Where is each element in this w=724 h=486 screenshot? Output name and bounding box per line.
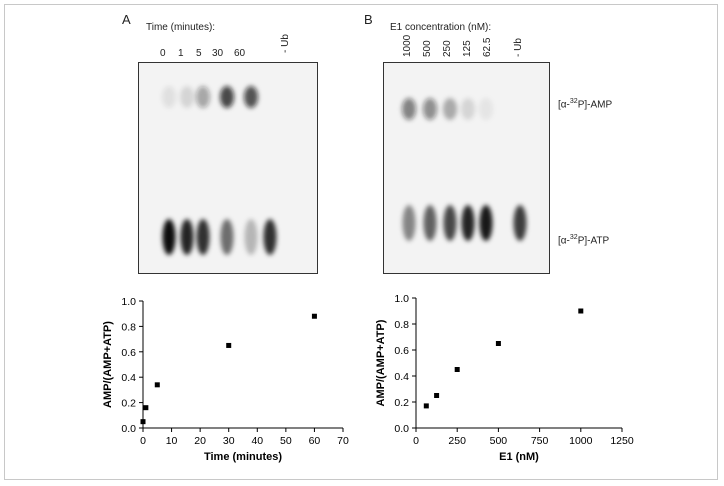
band-label-amp-sup: 32 — [569, 98, 578, 105]
y-tick-label: 0.2 — [394, 397, 409, 409]
panel-a-letter: A — [122, 12, 131, 27]
gel-a-amp-band — [244, 86, 258, 108]
gel-a-amp-band — [180, 86, 194, 108]
gel-a-atp-band — [162, 219, 176, 255]
panel-b-letter: B — [364, 12, 373, 27]
y-tick-label: 0.6 — [121, 347, 136, 359]
lane-label-a-5: 60 — [234, 48, 246, 59]
gel-b-atp-band — [443, 205, 457, 241]
gel-a-atp-band — [220, 219, 234, 255]
band-label-amp-pre: [α- — [558, 99, 570, 111]
x-tick-label: 10 — [166, 435, 178, 447]
y-tick-label: 0.6 — [394, 345, 409, 357]
y-tick-label: 0.8 — [121, 321, 136, 333]
gel-b-amp-band — [461, 98, 475, 120]
gel-a-image — [162, 86, 277, 255]
lane-label-a-1: 0 — [160, 48, 166, 59]
data-point — [154, 382, 160, 388]
data-point — [143, 405, 149, 411]
band-label-atp-pre: [α- — [558, 235, 570, 247]
lane-label-a-4: 30 — [212, 48, 224, 59]
gel-a-atp-band — [263, 219, 277, 255]
gel-b-amp-band — [423, 98, 437, 120]
data-point — [454, 367, 460, 372]
data-point — [434, 393, 440, 398]
x-tick-label: 1000 — [569, 435, 593, 447]
gel-b-atp-band — [479, 205, 493, 241]
x-tick-label: 0 — [140, 435, 146, 447]
gel-b-atp-band — [402, 205, 416, 241]
x-tick-label: 500 — [490, 435, 508, 447]
band-label-atp-sup: 32 — [569, 234, 578, 241]
gel-a — [138, 62, 318, 274]
x-axis-label: E1 (nM) — [499, 451, 539, 463]
gel-a-atp-band — [180, 219, 194, 255]
x-tick-label: 60 — [309, 435, 321, 447]
gel-a-atp-band — [196, 219, 210, 255]
x-tick-label: 250 — [448, 435, 466, 447]
x-tick-label: 750 — [531, 435, 549, 447]
gel-b-atp-band — [461, 205, 475, 241]
data-point — [140, 419, 146, 425]
y-tick-label: 0.4 — [121, 372, 136, 384]
y-tick-label: 0.4 — [394, 371, 409, 383]
x-tick-label: 20 — [194, 435, 206, 447]
x-tick-label: 30 — [223, 435, 235, 447]
gel-a-amp-band — [196, 86, 210, 108]
gel-b-amp-band — [443, 98, 457, 120]
data-point — [423, 403, 429, 409]
data-point — [578, 308, 584, 314]
x-tick-label: 70 — [337, 435, 349, 447]
lane-label-a-3: 5 — [196, 48, 202, 59]
band-label-amp-post: P]-AMP — [577, 99, 613, 111]
y-tick-label: 0.8 — [394, 319, 409, 331]
gel-b-atp-band — [423, 205, 437, 241]
plot-1: 0 10 20 30 40 50 60 70 0.0 0.2 0.4 0.6 0.8 1.0 Time (m… — [102, 296, 349, 463]
data-point — [226, 342, 232, 348]
gel-a-atp-band — [244, 219, 258, 255]
y-tick-label: 0.2 — [121, 398, 136, 410]
x-tick-label: 50 — [280, 435, 292, 447]
gel-b-amp-band — [479, 98, 493, 120]
y-tick-label: 0.0 — [121, 423, 136, 435]
band-label-atp: [α-32P]-ATP — [558, 234, 609, 246]
data-point — [495, 341, 501, 346]
panel-b-header: E1 concentration (nM): — [390, 22, 492, 33]
y-tick-label: 0.0 — [394, 423, 409, 435]
band-label-atp-post: P]-ATP — [577, 235, 610, 247]
y-tick-label: 1.0 — [394, 293, 409, 305]
data-point — [311, 313, 317, 319]
y-axis-label: AMP/(AMP+ATP) — [102, 321, 114, 408]
band-label-amp: [α-32P]-AMP — [558, 98, 612, 110]
gel-b — [383, 62, 550, 274]
gel-b-amp-band — [402, 98, 416, 120]
y-tick-label: 1.0 — [121, 296, 136, 308]
panel-a-header: Time (minutes): — [146, 22, 216, 33]
gel-a-amp-band — [162, 86, 176, 108]
x-axis-label: Time (minutes) — [204, 451, 282, 463]
figure-frame — [4, 4, 718, 480]
x-tick-label: 1250 — [610, 435, 634, 447]
plot-2: 0 250 500 750 1000 1250 0.0 0.2 0.4 0.6 0.8 1.0 E1 (… — [375, 293, 634, 463]
lane-label-a-2: 1 — [178, 48, 184, 59]
x-tick-label: 0 — [413, 435, 419, 447]
y-axis-label: AMP/(AMP+ATP) — [375, 319, 387, 406]
x-tick-label: 40 — [251, 435, 263, 447]
gel-a-amp-band — [220, 86, 234, 108]
gel-b-atp-band — [513, 205, 527, 241]
gel-b-image — [402, 98, 527, 241]
